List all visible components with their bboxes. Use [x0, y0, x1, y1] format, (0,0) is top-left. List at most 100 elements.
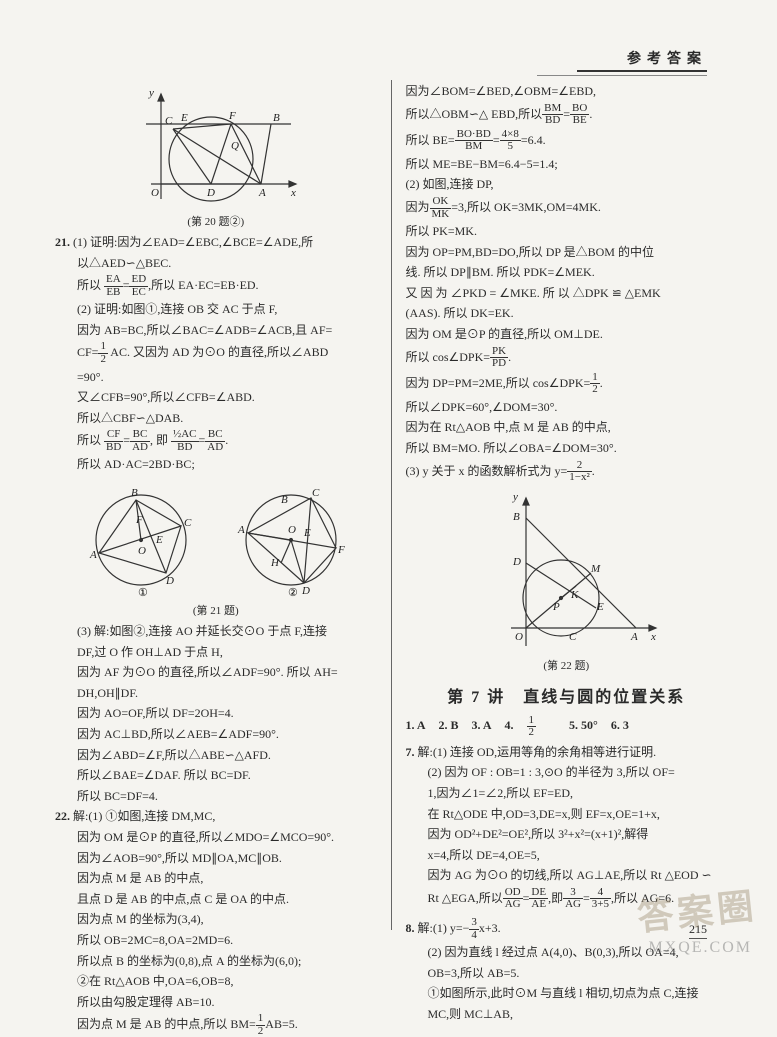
- text: (2) 因为 OF : OB=1 : 3,⊙O 的半径为 3,所以 OF=: [406, 763, 728, 782]
- text: 因为 DP=PM=2ME,所以 cos∠DPK=12.: [406, 372, 728, 396]
- right-column: 因为∠BOM=∠BED,∠OBM=∠EBD, 所以△OBM∽△ EBD,所以BM…: [406, 80, 728, 930]
- svg-text:H: H: [270, 557, 280, 569]
- svg-text:B: B: [513, 511, 520, 523]
- text: 所以∠DPK=60°,∠DOM=30°.: [406, 398, 728, 417]
- text: DF,过 O 作 OH⊥AD 于点 H,: [55, 643, 377, 662]
- text: 因为 AG 为⊙O 的切线,所以 AG⊥AE,所以 Rt △EOD ∽: [406, 866, 728, 885]
- svg-text:P: P: [552, 601, 560, 613]
- text: 线. 所以 DP∥BM. 所以 PDK=∠MEK.: [406, 263, 728, 282]
- svg-text:O: O: [151, 187, 159, 199]
- item-7-num: 7.: [406, 745, 415, 759]
- text: (2) 如图,连接 DP,: [406, 175, 728, 194]
- svg-text:D: D: [512, 556, 521, 568]
- svg-text:C: C: [569, 631, 577, 643]
- text: 因为∠BOM=∠BED,∠OBM=∠EBD,: [406, 82, 728, 101]
- text: 且点 D 是 AB 的中点,点 C 是 OA 的中点.: [55, 890, 377, 909]
- svg-text:C: C: [165, 115, 173, 127]
- text: MC,则 MC⊥AB,: [406, 1005, 728, 1024]
- text: 所以∠BAE=∠DAF. 所以 BC=DF.: [55, 766, 377, 785]
- text: 所以 PK=MK.: [406, 222, 728, 241]
- text: 所以 EAEB=EDEC,所以 EA·EC=EB·ED.: [55, 274, 377, 298]
- text: 因为 AF 为⊙O 的直径,所以∠ADF=90°. 所以 AH=: [55, 663, 377, 682]
- text: 所以 ME=BE−BM=6.4−5=1.4;: [406, 155, 728, 174]
- text: x=4,所以 DE=4,OE=5,: [406, 846, 728, 865]
- svg-text:K: K: [570, 589, 579, 601]
- svg-text:E: E: [303, 527, 311, 539]
- svg-text:D: D: [301, 585, 310, 597]
- svg-text:B: B: [273, 112, 280, 124]
- svg-text:A: A: [237, 524, 245, 536]
- text: (3) y 关于 x 的函数解析式为 y=21−x².: [406, 460, 728, 484]
- text: 因为 OP=PM,BD=DO,所以 DP 是△BOM 的中位: [406, 243, 728, 262]
- svg-text:F: F: [135, 514, 143, 526]
- figure-20: y x O A B C D E F Q: [131, 84, 301, 209]
- text: 以△AED∽△BEC.: [55, 254, 377, 273]
- svg-text:x: x: [650, 631, 656, 643]
- text: 所以 BC=DF=4.: [55, 787, 377, 806]
- text: 1,因为∠1=∠2,所以 EF=ED,: [406, 784, 728, 803]
- text: (1) 证明:因为∠EAD=∠EBC,∠BCE=∠ADE,所: [73, 235, 313, 249]
- watermark-logo: 答案圈: [635, 877, 760, 941]
- answers-row: 1. A 2. B 3. A 4. 12 5. 50° 6. 3: [406, 715, 728, 739]
- text: ①如图所示,此时⊙M 与直线 l 相切,切点为点 C,连接: [406, 984, 728, 1003]
- text: CF=12 AC. 又因为 AD 为⊙O 的直径,所以∠ABD: [55, 341, 377, 365]
- text: 因为 AB=BC,所以∠BAC=∠ADB=∠ACB,且 AF=: [55, 321, 377, 340]
- svg-text:D: D: [165, 575, 174, 587]
- text: 在 Rt△ODE 中,OD=3,DE=x,则 EF=x,OE=1+x,: [406, 805, 728, 824]
- svg-text:O: O: [138, 545, 146, 557]
- text: 所以由勾股定理得 AB=10.: [55, 993, 377, 1012]
- text: 解:(1) ①如图,连接 DM,MC,: [73, 809, 215, 823]
- text: 解:(1) y=−34x+3.: [418, 921, 501, 935]
- svg-text:C: C: [184, 517, 192, 529]
- text: 所以 cos∠DPK=PKPD.: [406, 346, 728, 370]
- text: 所以△OBM∽△ EBD,所以BMBD=BOBE.: [406, 103, 728, 127]
- svg-text:②: ②: [288, 587, 298, 598]
- item-22-num: 22.: [55, 809, 70, 823]
- text: 因为∠ABD=∠F,所以△ABE∽△AFD.: [55, 746, 377, 765]
- svg-text:y: y: [148, 87, 154, 99]
- text: 因为 OD²+DE²=OE²,所以 3²+x²=(x+1)²,解得: [406, 825, 728, 844]
- text: (AAS). 所以 DK=EK.: [406, 304, 728, 323]
- item-21-num: 21.: [55, 235, 70, 249]
- text: 因为点 M 是 AB 的中点,: [55, 869, 377, 888]
- figure-22: y x O A B C D E K M P: [471, 488, 661, 653]
- svg-text:O: O: [515, 631, 523, 643]
- text: 解:(1) 连接 OD,运用等角的余角相等进行证明.: [418, 745, 657, 759]
- figure-21: A B C D E F O A B C D E F O H ① ②: [66, 478, 366, 598]
- text: (2) 证明:如图①,连接 OB 交 AC 于点 F,: [55, 300, 377, 319]
- text: (3) 解:如图②,连接 AO 并延长交⊙O 于点 F,连接: [55, 622, 377, 641]
- left-column: y x O A B C D E F Q (第 20 题②) 21. (1) 证明…: [55, 80, 377, 930]
- text: 因为 OM 是⊙P 的直径,所以 OM⊥DE.: [406, 325, 728, 344]
- figure-20-caption: (第 20 题②): [55, 213, 377, 229]
- svg-text:C: C: [312, 487, 320, 499]
- text: 所以△CBF∽△DAB.: [55, 409, 377, 428]
- text: 因为在 Rt△AOB 中,点 M 是 AB 的中点,: [406, 418, 728, 437]
- svg-text:D: D: [206, 187, 215, 199]
- svg-text:B: B: [131, 487, 138, 499]
- text: 因为 AO=OF,所以 DF=2OH=4.: [55, 704, 377, 723]
- text: 因为点 M 的坐标为(3,4),: [55, 910, 377, 929]
- page-header: 参考答案: [577, 48, 707, 72]
- svg-text:①: ①: [138, 587, 148, 598]
- svg-text:E: E: [596, 601, 604, 613]
- svg-text:B: B: [281, 494, 288, 506]
- text: 因为点 M 是 AB 的中点,所以 BM=12AB=5.: [55, 1013, 377, 1037]
- text: 所以 CFBD=BCAD, 即 ½ACBD=BCAD.: [55, 429, 377, 453]
- figure-22-caption: (第 22 题): [406, 657, 728, 673]
- item-8-num: 8.: [406, 921, 415, 935]
- text: 又 因 为 ∠PKD = ∠MKE. 所 以 △DPK ≌ △EMK: [406, 284, 728, 303]
- text: 因为 OM 是⊙P 的直径,所以∠MDO=∠MCO=90°.: [55, 828, 377, 847]
- text: 因为∠AOB=90°,所以 MD∥OA,MC∥OB.: [55, 849, 377, 868]
- svg-text:M: M: [590, 563, 601, 575]
- svg-text:O: O: [288, 524, 296, 536]
- text: 因为OKMK=3,所以 OK=3MK,OM=4MK.: [406, 196, 728, 220]
- section-7-title: 第 7 讲 直线与圆的位置关系: [406, 683, 728, 707]
- text: 又∠CFB=90°,所以∠CFB=∠ABD.: [55, 388, 377, 407]
- svg-text:x: x: [290, 187, 296, 199]
- text: =90°.: [55, 368, 377, 387]
- svg-text:y: y: [512, 491, 518, 503]
- text: 因为 AC⊥BD,所以∠AEB=∠ADF=90°.: [55, 725, 377, 744]
- text: 所以 AD·AC=2BD·BC;: [55, 455, 377, 474]
- text: DH,OH∥DF.: [55, 684, 377, 703]
- svg-text:F: F: [337, 544, 345, 556]
